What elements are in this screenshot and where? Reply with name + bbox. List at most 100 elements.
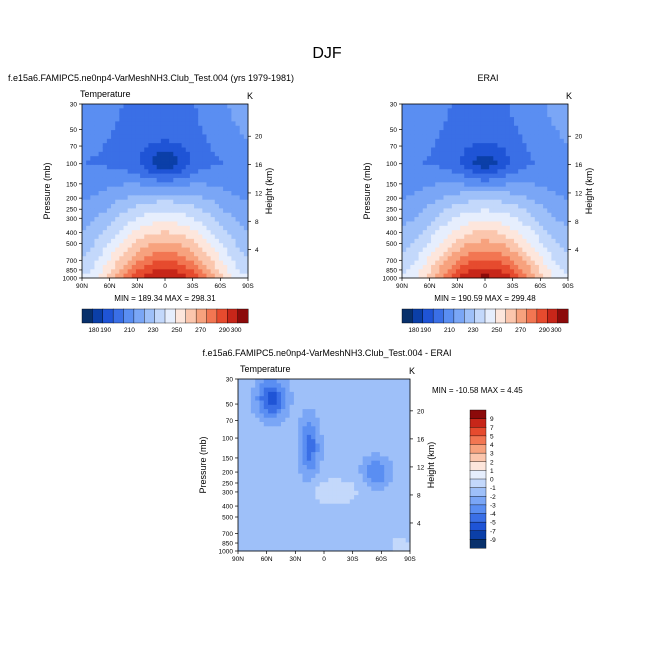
contour-cell [293,477,299,483]
contour-cell [90,234,95,240]
contour-cell [106,247,112,253]
contour-cell [443,234,449,240]
contour-cell [238,486,243,492]
contour-cell [489,260,494,266]
colorbar-label: 230 [148,327,159,334]
contour-cell [206,125,212,131]
contour-cell [410,234,415,240]
contour-cell [82,173,87,179]
contour-cell [160,221,166,227]
contour-cell [472,147,478,153]
contour-cell [547,251,552,257]
contour-cell [135,138,141,144]
contour-cell [206,156,212,161]
contour-cell [293,542,299,548]
contour-cell [90,243,95,248]
contour-cell [514,221,519,227]
contour-cell [131,182,137,188]
contour-cell [460,225,465,231]
contour-cell [538,212,544,218]
contour-cell [156,247,162,253]
contour-cell [476,151,482,157]
contour-cell [418,217,424,222]
contour-cell [559,104,565,109]
contour-cell [238,387,243,393]
contour-cell [160,125,166,131]
contour-cell [255,486,260,492]
contour-cell [82,121,87,127]
contour-cell [293,379,299,384]
contour-cell [563,260,569,266]
contour-cell [455,204,461,209]
contour-cell [526,269,532,275]
contour-cell [405,391,411,397]
contour-cell [384,439,389,444]
contour-cell [127,225,133,231]
contour-cell [480,121,486,127]
contour-cell [401,391,407,397]
contour-cell [119,273,124,279]
contour-cell [227,151,232,157]
contour-cell [281,422,286,427]
contour-cell [414,104,419,109]
contour-cell [401,503,407,509]
contour-cell [102,130,108,135]
contour-cell [210,182,216,188]
contour-cell [210,173,216,179]
contour-cell [332,460,338,466]
contour-cell [152,238,158,244]
contour-cell [152,173,158,179]
contour-cell [345,460,351,466]
contour-cell [276,409,282,414]
contour-cell [152,191,158,196]
contour-cell [289,525,295,530]
contour-cell [451,147,457,153]
contour-cell [173,143,178,148]
contour-cell [489,147,494,153]
contour-cell [242,404,247,410]
panel1-axes: 305070100150200250300400500700850100090N… [42,102,274,291]
contour-cell [102,264,108,270]
contour-cell [177,247,182,253]
contour-cell [371,387,376,393]
contour-cell [534,256,540,261]
contour-cell [243,121,249,127]
contour-cell [298,430,303,436]
contour-cell [358,422,364,427]
contour-cell [238,434,243,440]
contour-cell [210,117,216,122]
contour-cell [156,195,162,201]
contour-cell [358,546,364,552]
contour-cell [285,533,290,539]
contour-cell [173,182,178,188]
contour-cell [414,134,419,140]
contour-cell [285,400,290,406]
contour-cell [148,134,153,140]
contour-cell [464,182,469,188]
contour-cell [371,490,376,496]
contour-cell [90,251,95,257]
contour-cell [371,413,376,419]
contour-cell [206,273,212,279]
contour-cell [189,204,195,209]
contour-cell [464,130,469,135]
contour-cell [119,225,124,231]
contour-cell [324,482,329,487]
contour-cell [493,104,498,109]
contour-cell [263,469,269,474]
contour-cell [410,243,415,248]
contour-cell [223,221,228,227]
contour-cell [422,273,428,279]
contour-cell [165,251,170,257]
contour-cell [185,243,191,248]
contour-cell [169,104,174,109]
contour-cell [401,456,407,462]
contour-cell [268,396,273,401]
contour-cell [518,130,523,135]
contour-cell [285,460,290,466]
contour-cell [181,160,187,166]
contour-cell [194,230,199,235]
contour-cell [384,434,389,440]
contour-cell [489,208,494,214]
contour-cell [414,121,419,127]
